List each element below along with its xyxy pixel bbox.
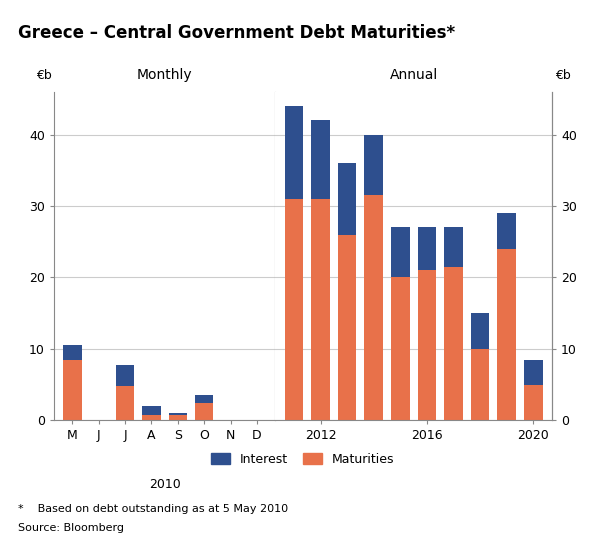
- Bar: [338, 234, 356, 420]
- Bar: [63, 345, 82, 360]
- Bar: [116, 365, 134, 386]
- Bar: [169, 413, 187, 414]
- Bar: [524, 360, 542, 385]
- Text: Source: Bloomberg: Source: Bloomberg: [18, 523, 124, 533]
- Bar: [142, 406, 161, 414]
- Bar: [311, 199, 330, 420]
- Text: Greece – Central Government Debt Maturities*: Greece – Central Government Debt Maturit…: [18, 24, 455, 42]
- Bar: [497, 213, 516, 249]
- Legend: Interest, Maturities: Interest, Maturities: [206, 448, 400, 471]
- Bar: [418, 227, 436, 271]
- Bar: [284, 199, 303, 420]
- Bar: [169, 414, 187, 420]
- Text: €b: €b: [555, 69, 571, 82]
- Bar: [311, 120, 330, 199]
- Bar: [195, 396, 214, 403]
- Bar: [364, 195, 383, 420]
- Bar: [471, 313, 490, 349]
- Bar: [444, 267, 463, 420]
- Bar: [497, 249, 516, 420]
- Text: Monthly: Monthly: [137, 68, 193, 82]
- Bar: [338, 163, 356, 234]
- Bar: [524, 385, 542, 420]
- Bar: [63, 360, 82, 420]
- Bar: [142, 414, 161, 420]
- Text: €b: €b: [36, 69, 52, 82]
- Text: Annual: Annual: [389, 68, 438, 82]
- Bar: [391, 227, 410, 278]
- Bar: [444, 227, 463, 267]
- Bar: [284, 106, 303, 199]
- Bar: [116, 386, 134, 420]
- Bar: [471, 349, 490, 420]
- Bar: [391, 278, 410, 420]
- Bar: [364, 135, 383, 195]
- Bar: [195, 403, 214, 420]
- Text: 2010: 2010: [149, 478, 181, 491]
- Text: *    Based on debt outstanding as at 5 May 2010: * Based on debt outstanding as at 5 May …: [18, 504, 288, 514]
- Bar: [418, 271, 436, 420]
